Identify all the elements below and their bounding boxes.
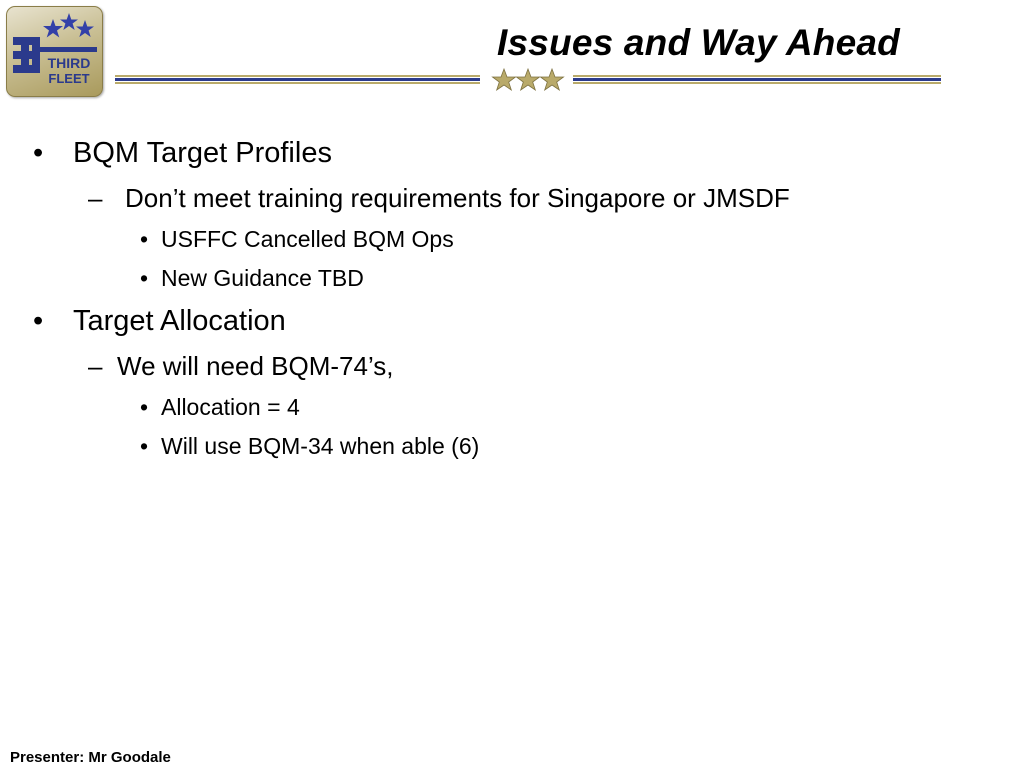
dash-marker: – xyxy=(88,183,103,213)
bullet-marker: • xyxy=(140,226,149,252)
bullet-text: Will use BQM-34 when able (6) xyxy=(161,433,480,459)
svg-text:FLEET: FLEET xyxy=(48,71,89,86)
bullet-marker: • xyxy=(140,265,149,291)
slide-title: Issues and Way Ahead xyxy=(497,22,900,63)
bullet-marker: • xyxy=(140,394,149,420)
bullet-text: Don’t meet training requirements for Sin… xyxy=(125,183,790,213)
bullet-text: We will need BQM-74’s, xyxy=(117,351,394,381)
third-fleet-logo: THIRD FLEET xyxy=(6,6,103,97)
bullet-text: Allocation = 4 xyxy=(161,394,300,420)
third-fleet-logo-icon: THIRD FLEET xyxy=(13,13,97,86)
three-star-emblem-icon xyxy=(490,67,568,93)
dash-marker: – xyxy=(88,351,103,381)
bullet-marker: • xyxy=(33,137,44,169)
header-rule-left xyxy=(115,73,480,87)
bullet-text: BQM Target Profiles xyxy=(73,137,332,169)
svg-text:THIRD: THIRD xyxy=(48,55,91,71)
bullet-text: New Guidance TBD xyxy=(161,265,364,291)
bullet-marker: • xyxy=(33,305,44,337)
bullet-text: Target Allocation xyxy=(73,305,286,337)
bullet-marker: • xyxy=(140,433,149,459)
bullet-text: USFFC Cancelled BQM Ops xyxy=(161,226,454,252)
presenter-footer: Presenter: Mr Goodale xyxy=(10,749,171,766)
header-rule-right xyxy=(573,73,941,87)
